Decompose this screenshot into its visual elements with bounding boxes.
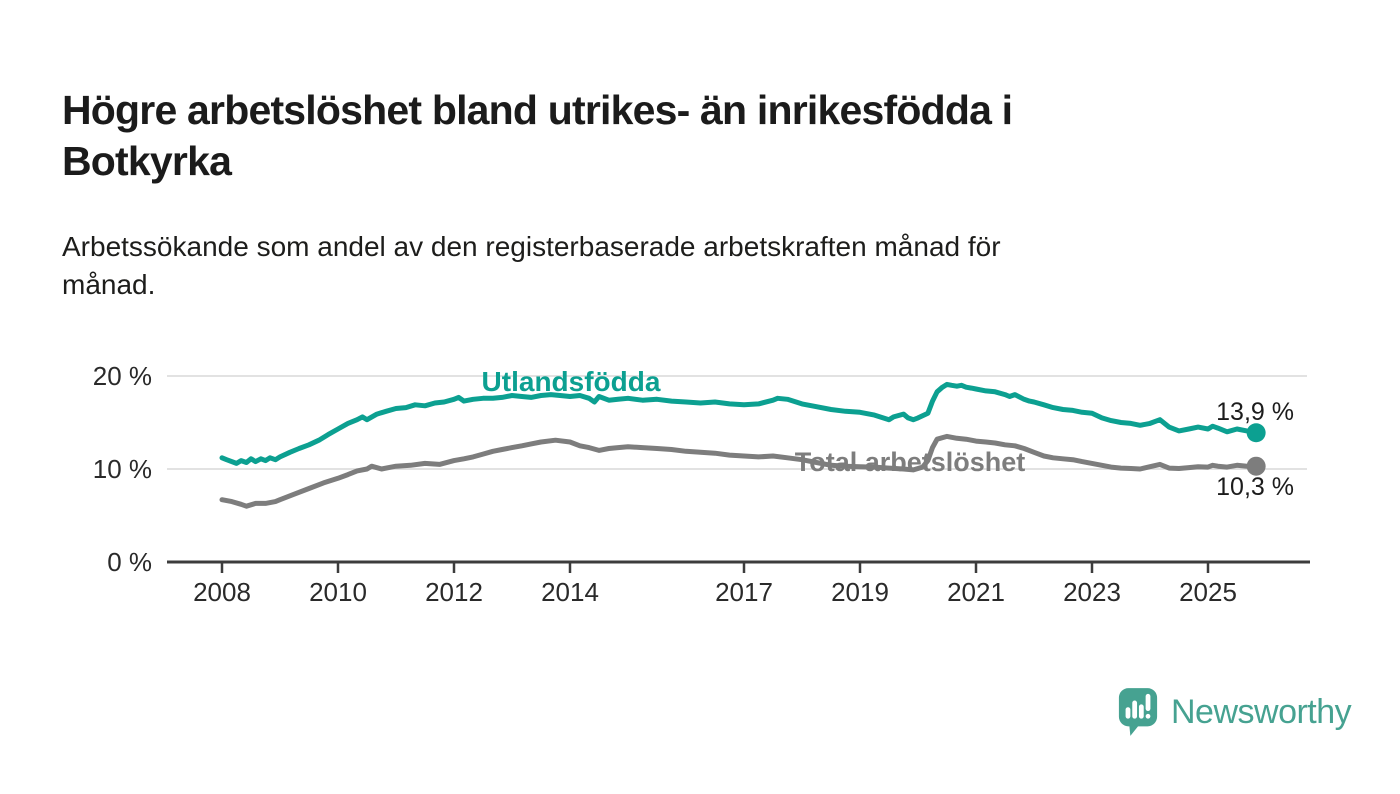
series-end-dot-utlandsfodda	[1246, 423, 1266, 443]
x-tick-label: 2017	[715, 577, 773, 607]
x-tick-label: 2010	[309, 577, 367, 607]
y-tick-label: 10 %	[93, 454, 152, 484]
page-title: Högre arbetslöshet bland utrikes- än inr…	[62, 85, 1322, 187]
x-tick-label: 2019	[831, 577, 889, 607]
series-label-utlandsfodda: Utlandsfödda	[481, 366, 661, 397]
y-tick-label: 20 %	[93, 361, 152, 391]
x-tick-label: 2008	[193, 577, 251, 607]
x-tick-label: 2021	[947, 577, 1005, 607]
chart-subtitle: Arbetssökande som andel av den registerb…	[62, 228, 1322, 304]
series-end-dot-total	[1246, 456, 1266, 476]
newsworthy-logo: Newsworthy	[1117, 686, 1352, 738]
series-line-utlandsfodda	[219, 381, 1259, 466]
subtitle-line-2: månad.	[62, 269, 156, 300]
title-line-2: Botkyrka	[62, 138, 232, 185]
subtitle-line-1: Arbetssökande som andel av den registerb…	[62, 231, 1001, 262]
x-tick-label: 2023	[1063, 577, 1121, 607]
end-value-label-utlandsfodda: 13,9 %	[1216, 398, 1294, 426]
y-tick-label: 0 %	[107, 547, 152, 577]
x-tick-label: 2012	[425, 577, 483, 607]
x-tick-label: 2025	[1179, 577, 1237, 607]
end-value-label-total: 10,3 %	[1216, 473, 1294, 501]
bar-chart-speech-bubble-icon	[1118, 688, 1158, 736]
series-line-total	[219, 433, 1259, 509]
series-label-total-arbetsloshet: Total arbetslöshet	[794, 447, 1026, 477]
title-line-1: Högre arbetslöshet bland utrikes- än inr…	[62, 87, 1013, 134]
newsworthy-wordmark: Newsworthy	[1171, 692, 1352, 731]
x-tick-label: 2014	[541, 577, 599, 607]
